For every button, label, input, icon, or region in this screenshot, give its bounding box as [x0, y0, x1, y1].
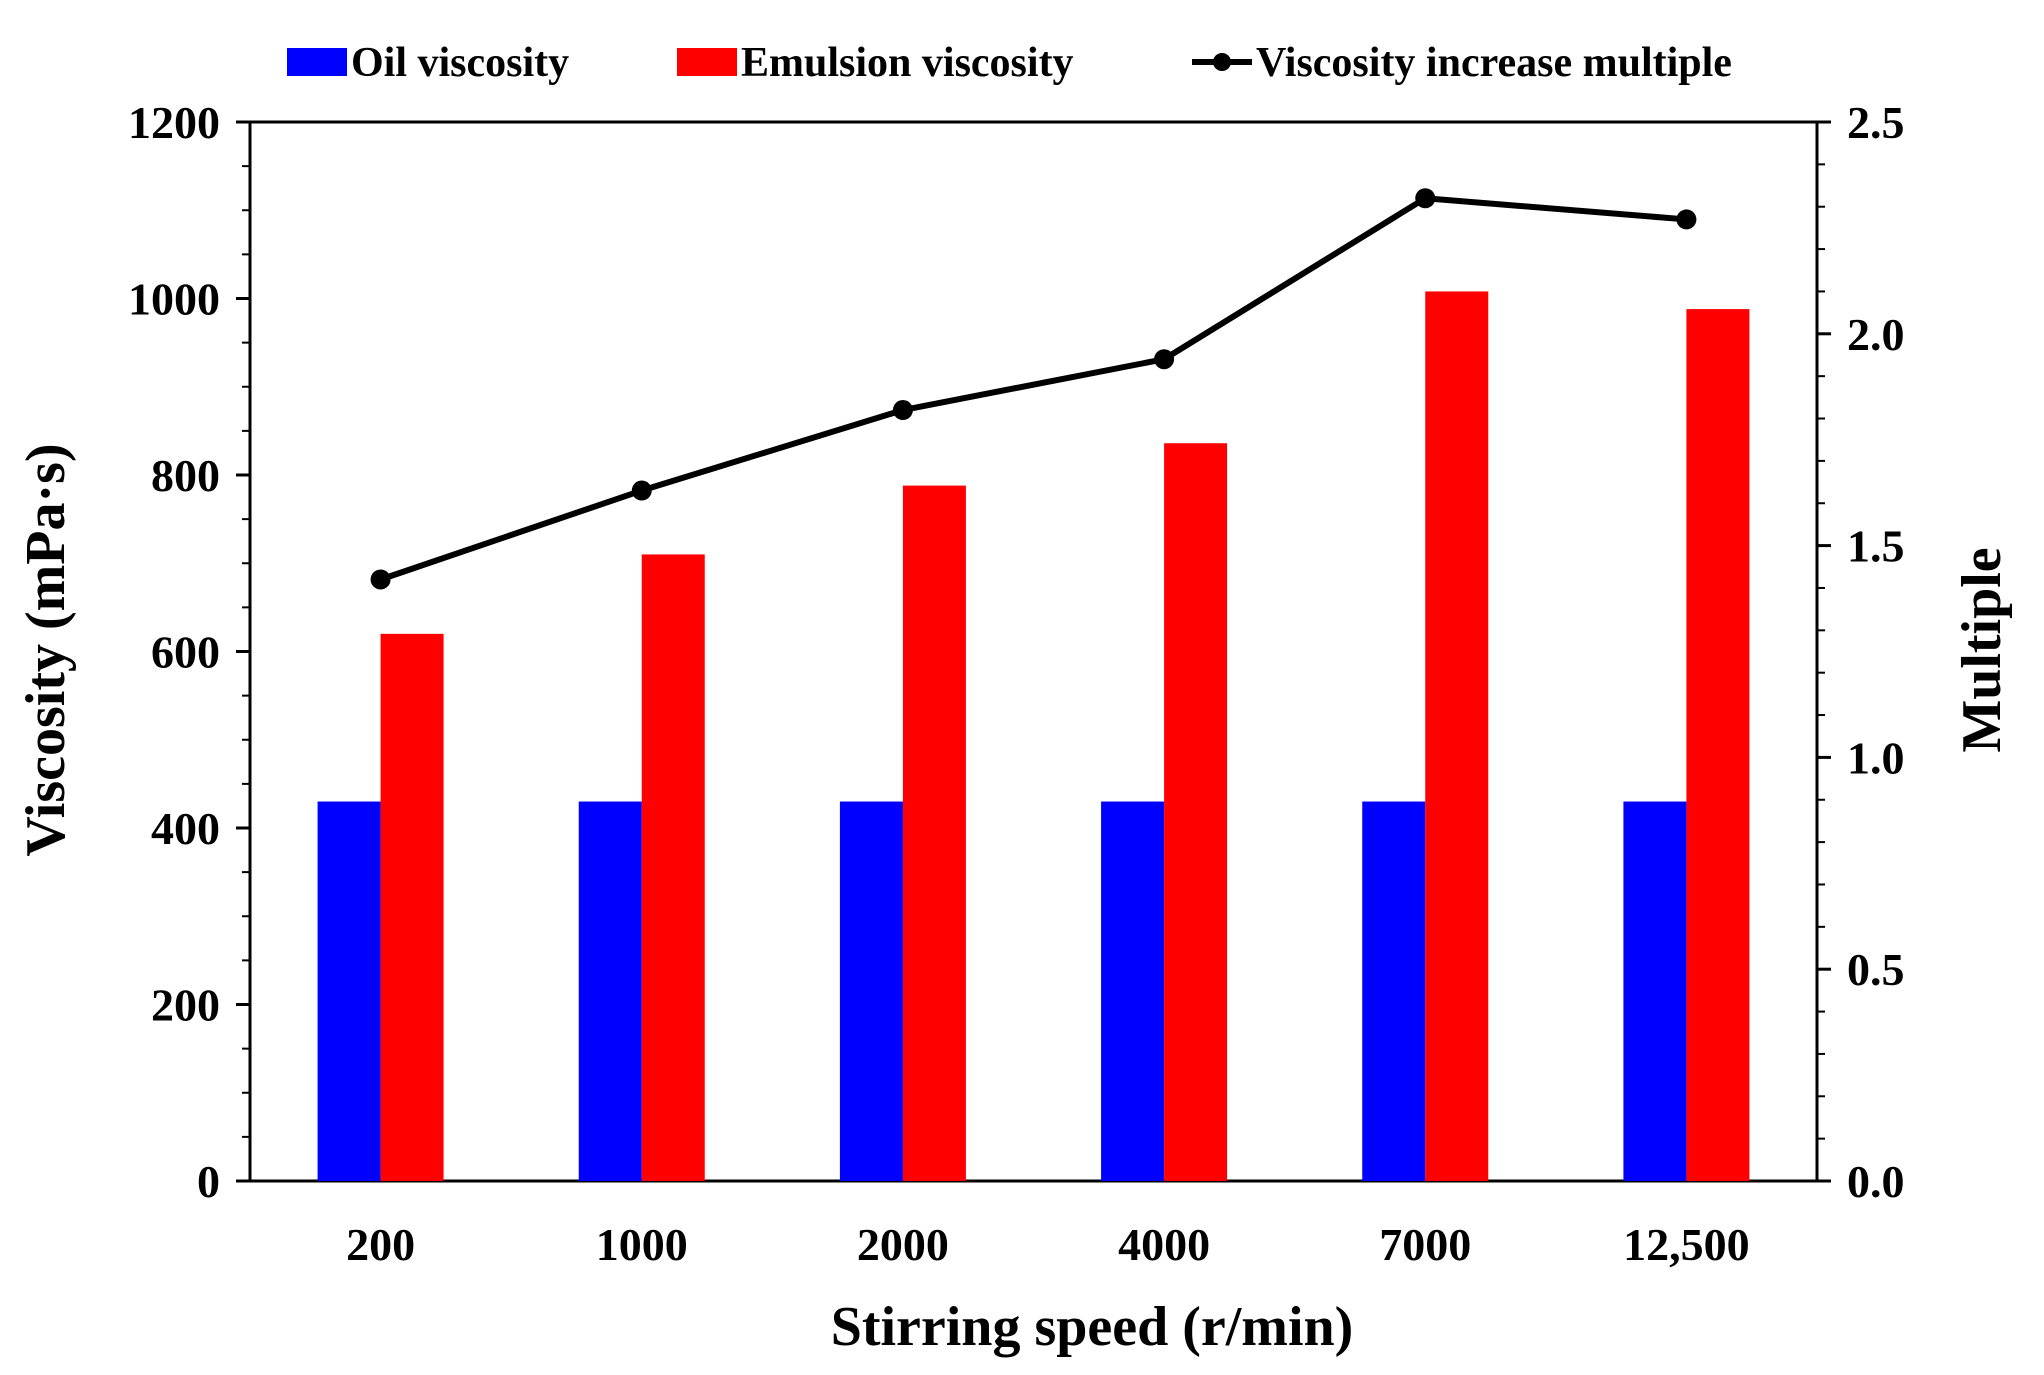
multiple-point [892, 400, 913, 421]
multiple-point [631, 480, 652, 501]
x-tick-label: 200 [346, 1219, 415, 1270]
bars [317, 291, 1750, 1182]
multiple-point [1415, 188, 1436, 209]
multiple-point [370, 569, 391, 590]
x-tick-label: 12,500 [1623, 1219, 1750, 1270]
y-tick-label: 1200 [128, 97, 220, 148]
y-tick-label: 200 [151, 980, 220, 1031]
y2-tick-label: 1.5 [1847, 521, 1905, 572]
y2-tick-label: 2.0 [1847, 309, 1905, 360]
bar-emulsion-viscosity [1425, 291, 1489, 1181]
legend-label: Viscosity increase multiple [1256, 40, 1732, 86]
y2-tick-label: 1.0 [1847, 732, 1905, 783]
y-tick-label: 400 [151, 803, 220, 854]
bar-oil-viscosity [1362, 801, 1426, 1181]
y-tick-label: 1000 [128, 274, 220, 325]
x-tick-label: 1000 [596, 1219, 688, 1270]
y2-tick-label: 0.5 [1847, 944, 1905, 995]
bar-oil-viscosity [578, 801, 642, 1181]
bar-emulsion-viscosity [380, 633, 444, 1181]
bar-emulsion-viscosity [1686, 309, 1750, 1182]
x-axis-title: Stirring speed (r/min) [831, 1296, 1354, 1358]
legend-swatch [677, 48, 737, 76]
y-tick-label: 800 [151, 450, 220, 501]
x-tick-label: 2000 [857, 1219, 949, 1270]
bar-oil-viscosity [1623, 801, 1687, 1181]
bar-emulsion-viscosity [641, 554, 705, 1181]
bar-oil-viscosity [317, 801, 381, 1181]
multiple-point [1154, 349, 1175, 370]
legend: Oil viscosity Emulsion viscosity Viscosity… [287, 40, 1732, 86]
bar-oil-viscosity [1101, 801, 1165, 1181]
legend-swatch [287, 48, 347, 76]
y-axis-title: Viscosity (mPa·s) [15, 443, 77, 856]
y2-tick-label: 0.0 [1847, 1156, 1905, 1207]
bar-emulsion-viscosity [902, 485, 966, 1182]
bar-emulsion-viscosity [1164, 443, 1228, 1182]
multiple-line [379, 195, 1687, 583]
y-axis-left: 0 200 400 600 800 1000 1200 [128, 97, 250, 1207]
line-series [370, 188, 1697, 590]
y2-tick-label: 2.5 [1847, 97, 1905, 148]
y-tick-label: 600 [151, 627, 220, 678]
x-tick-label: 4000 [1118, 1219, 1210, 1270]
y-tick-label: 0 [197, 1156, 220, 1207]
y-axis-right: 0.0 0.5 1.0 1.5 2.0 2.5 [1817, 97, 1905, 1207]
legend-label: Oil viscosity [351, 40, 569, 86]
x-axis: 200 1000 2000 4000 7000 12,500 [346, 1219, 1750, 1270]
bar-oil-viscosity [839, 801, 903, 1181]
plot-border [248, 120, 1819, 1183]
multiple-point [1676, 209, 1697, 230]
legend-label: Emulsion viscosity [741, 40, 1074, 86]
y2-axis-title: Multiple [1951, 547, 2013, 752]
x-tick-label: 7000 [1379, 1219, 1471, 1270]
plot-frame [248, 120, 1819, 1183]
legend-marker [1213, 53, 1231, 71]
